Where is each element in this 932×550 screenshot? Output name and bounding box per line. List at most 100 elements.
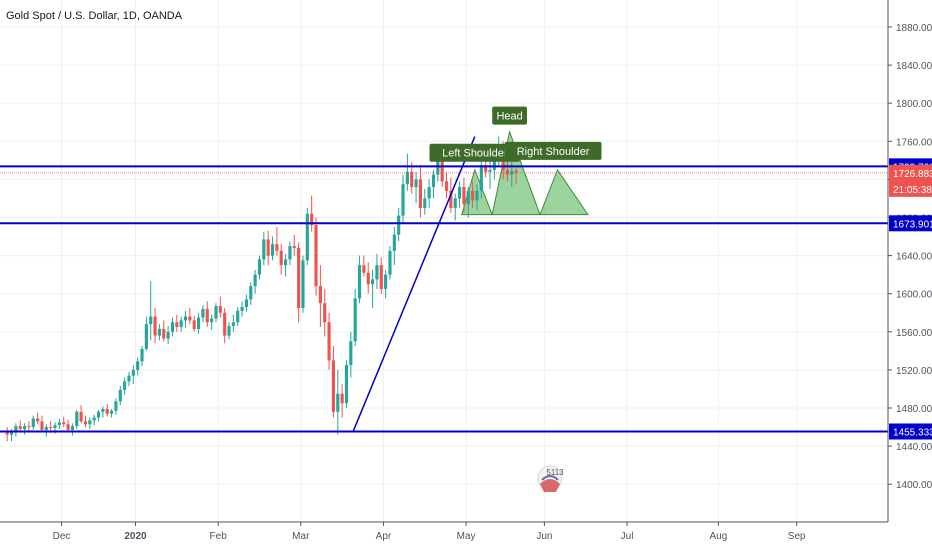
time-tick-label: Feb: [210, 531, 228, 542]
candle-body: [375, 265, 379, 280]
candle-body: [262, 239, 266, 260]
candle-body: [505, 169, 509, 175]
annotation-text: Head: [496, 111, 522, 123]
candles: [5, 136, 518, 442]
candle-body: [401, 184, 405, 216]
annotation-bg: [429, 143, 521, 162]
time-tick-label: Jul: [621, 531, 634, 542]
candle-body: [479, 165, 483, 191]
candle-body: [223, 312, 227, 336]
level-price-tag: [889, 423, 932, 440]
candle-body: [410, 171, 414, 188]
level-price-label: 1455.333: [893, 427, 932, 438]
candle-body: [488, 169, 492, 172]
candle-body: [166, 331, 170, 339]
time-axis[interactable]: Dec 2020 Feb Mar Apr May Jun Jul Aug Sep: [0, 521, 888, 542]
candle-body: [144, 324, 148, 349]
time-tick-label: Mar: [292, 531, 310, 542]
candle-body: [353, 298, 357, 342]
time-tick-label: May: [457, 531, 476, 542]
candle-body: [257, 259, 262, 275]
candle-body: [188, 316, 192, 321]
annotation-label: Right Shoulder: [504, 141, 602, 160]
annotation-text: Right Shoulder: [517, 146, 590, 158]
candle-body: [31, 418, 35, 428]
candle-body: [379, 265, 383, 289]
candle-body: [236, 310, 240, 323]
candle-body: [218, 306, 222, 313]
candle-body: [284, 259, 288, 266]
candle-body: [340, 393, 344, 404]
candle-body: [183, 316, 188, 321]
price-tick-label: 1640.000: [896, 252, 932, 263]
candle-body: [192, 320, 196, 329]
price-axis[interactable]: 1880.0001840.0001800.0001760.0001720.000…: [887, 0, 932, 522]
level-price-tag: [889, 215, 932, 232]
time-tick-label: Apr: [376, 531, 392, 542]
price-tick-label: 1880.000: [896, 23, 932, 34]
candle-body: [205, 308, 209, 323]
watermark-flag: [540, 479, 560, 492]
annotation-label: Head: [492, 106, 527, 125]
candle-body: [510, 170, 514, 175]
candle-body: [201, 308, 205, 318]
candle-body: [118, 389, 122, 402]
price-tick-label: 1800.000: [896, 99, 932, 110]
price-tick-label: 1760.000: [896, 137, 932, 148]
candle-body: [344, 365, 349, 404]
candle-body: [436, 160, 440, 175]
candle-body: [44, 427, 48, 430]
candle-body: [127, 375, 131, 382]
chart-title: Gold Spot / U.S. Dollar, 1D, OANDA: [6, 10, 183, 22]
candle-body: [327, 322, 331, 361]
candle-body: [110, 410, 114, 414]
current-price-label: 1726.883: [893, 169, 932, 180]
candle-body: [123, 381, 127, 390]
candle-body: [14, 426, 18, 431]
candle-body: [92, 417, 96, 421]
candle-body: [301, 260, 305, 308]
candle-body: [36, 418, 40, 422]
price-tick-label: 1840.000: [896, 61, 932, 72]
grid-lines: [0, 0, 888, 522]
candle-body: [249, 286, 253, 300]
candle-body: [23, 426, 27, 429]
candle-body: [492, 158, 496, 170]
candle-body: [305, 213, 309, 261]
trendline[interactable]: [352, 136, 476, 433]
candle-body: [362, 265, 366, 273]
candle-body: [105, 408, 109, 414]
candle-body: [336, 393, 340, 412]
candle-body: [231, 322, 235, 327]
candle-body: [157, 328, 161, 336]
time-tick-label: Dec: [53, 531, 71, 542]
candle-body: [214, 306, 218, 319]
candle-body: [227, 326, 231, 336]
candle-body: [175, 322, 179, 328]
price-tick-label: 1400.000: [896, 480, 932, 491]
candle-body: [471, 190, 475, 201]
candle-body: [514, 170, 518, 173]
candle-body: [418, 179, 422, 208]
time-tick-label: Jun: [536, 531, 552, 542]
candle-body: [310, 213, 314, 226]
horizontal-levels[interactable]: [0, 165, 888, 433]
annotation-text: Left Shoulder: [442, 148, 508, 160]
trendline-line[interactable]: [352, 136, 476, 433]
current-price-tag: [889, 164, 932, 197]
candle-body: [288, 246, 292, 260]
candle-body: [170, 322, 175, 332]
candle-body: [392, 234, 396, 251]
candle-body: [114, 401, 118, 411]
candle-body: [57, 422, 61, 426]
candle-body: [140, 348, 144, 362]
time-tick-label: 2020: [124, 531, 147, 542]
candle-body: [318, 286, 322, 304]
candle-body: [384, 274, 388, 289]
candle-body: [210, 318, 214, 323]
candle-body: [27, 426, 31, 428]
candle-body: [101, 408, 105, 412]
candle-body: [484, 165, 488, 172]
candle-body: [323, 303, 327, 323]
